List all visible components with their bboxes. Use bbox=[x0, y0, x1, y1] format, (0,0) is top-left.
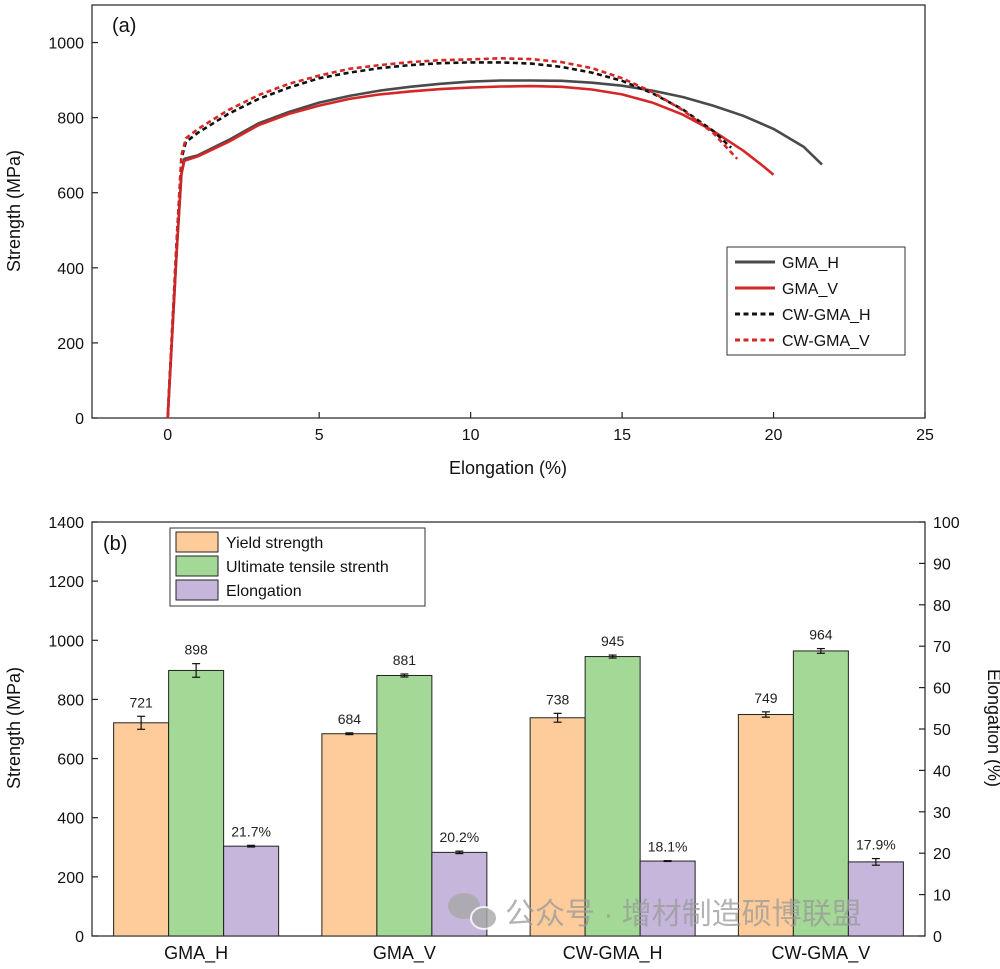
bar-elongation bbox=[223, 845, 280, 937]
category-label: GMA_H bbox=[164, 943, 228, 964]
panel-label-b: (b) bbox=[103, 533, 127, 555]
legend-label-b: Ultimate tensile strenth bbox=[226, 559, 389, 576]
legend-label-b: Yield strength bbox=[226, 535, 323, 552]
plot-area-a bbox=[91, 4, 926, 419]
data-label: 20.2% bbox=[440, 829, 480, 845]
y2-tick-label-b: 100 bbox=[933, 515, 960, 532]
category-label: CW-GMA_V bbox=[772, 943, 871, 964]
x-tick-label-a: 5 bbox=[315, 427, 324, 444]
y-tick-label-a: 600 bbox=[57, 186, 84, 203]
y-tick-label-a: 800 bbox=[57, 111, 84, 128]
y-tick-label-a: 0 bbox=[75, 411, 84, 428]
series-line-gma_v bbox=[166, 84, 775, 419]
y2-tick-label-b: 0 bbox=[933, 929, 942, 946]
data-label: 749 bbox=[754, 690, 778, 706]
y-tick-label-a: 200 bbox=[57, 336, 84, 353]
bar-ultimate-tensile-strenth bbox=[168, 669, 225, 937]
bar-elongation bbox=[847, 861, 904, 937]
data-label: 881 bbox=[393, 652, 417, 668]
data-label: 684 bbox=[338, 711, 362, 727]
y-tick-label-b: 200 bbox=[57, 870, 84, 887]
series-line-cw-gma_v bbox=[166, 57, 739, 419]
panel-label-a: (a) bbox=[112, 15, 136, 37]
bar-yield-strength bbox=[737, 714, 794, 937]
data-label: 898 bbox=[184, 642, 208, 658]
x-tick-label-a: 0 bbox=[163, 427, 172, 444]
x-tick-label-a: 25 bbox=[916, 427, 934, 444]
y-tick-label-b: 1000 bbox=[48, 633, 84, 650]
y-tick-label-b: 600 bbox=[57, 752, 84, 769]
legend-label-a: GMA_H bbox=[782, 255, 839, 272]
y-tick-label-b: 400 bbox=[57, 811, 84, 828]
y2-tick-label-b: 30 bbox=[933, 805, 951, 822]
x-tick-label-a: 10 bbox=[462, 427, 480, 444]
legend-label-a: GMA_V bbox=[782, 281, 838, 298]
legend-box-a bbox=[726, 246, 906, 356]
y2-tick-label-b: 50 bbox=[933, 722, 951, 739]
bar-yield-strength bbox=[113, 722, 170, 937]
watermark-text: 公众号 · 增材制造硕博联盟 bbox=[505, 898, 862, 931]
x-tick-label-a: 15 bbox=[613, 427, 631, 444]
legend-b: Yield strength Ultimate tensile strenth El… bbox=[169, 527, 426, 607]
legend-swatch-b bbox=[175, 579, 219, 601]
data-label: 964 bbox=[809, 627, 833, 643]
y2-tick-label-b: 90 bbox=[933, 556, 951, 573]
legend-label-a: CW-GMA_H bbox=[782, 307, 871, 324]
y2-tick-label-b: 20 bbox=[933, 846, 951, 863]
y2-tick-label-b: 60 bbox=[933, 681, 951, 698]
legend-swatch-b bbox=[175, 555, 219, 577]
y-axis-title-b: Strength (MPa) bbox=[4, 667, 24, 789]
y-tick-label-b: 1400 bbox=[48, 515, 84, 532]
bar-yield-strength bbox=[529, 717, 586, 937]
mechanical-properties-chart: (b) 0 200 400 600 800 1000 1200 1400 0 10 20 30 40 50… bbox=[4, 515, 1000, 964]
category-label: CW-GMA_H bbox=[563, 943, 663, 964]
y-tick-label-b: 1200 bbox=[48, 574, 84, 591]
bar-elongation bbox=[639, 860, 696, 937]
y2-axis-title-b: Elongation (%) bbox=[984, 669, 1000, 787]
series-line-cw-gma_h bbox=[166, 61, 732, 419]
y2-tick-label-b: 40 bbox=[933, 763, 951, 780]
x-axis-title-a: Elongation (%) bbox=[449, 458, 567, 478]
series-line-gma_h bbox=[166, 79, 823, 419]
data-label: 17.9% bbox=[856, 837, 896, 853]
y-axis-title-a: Strength (MPa) bbox=[4, 150, 24, 272]
bar-ultimate-tensile-strenth bbox=[584, 656, 641, 937]
bar-ultimate-tensile-strenth bbox=[792, 650, 849, 937]
data-label: 721 bbox=[129, 694, 153, 710]
data-label: 945 bbox=[601, 633, 625, 649]
y2-tick-label-b: 80 bbox=[933, 598, 951, 615]
legend-label-a: CW-GMA_V bbox=[782, 333, 870, 350]
bar-yield-strength bbox=[321, 733, 378, 937]
bar-ultimate-tensile-strenth bbox=[376, 674, 433, 937]
legend-swatch-b bbox=[175, 531, 219, 553]
y-tick-label-b: 0 bbox=[75, 929, 84, 946]
y-tick-label-a: 1000 bbox=[48, 36, 84, 53]
data-label: 18.1% bbox=[648, 839, 688, 855]
category-label: GMA_V bbox=[373, 943, 436, 964]
y2-tick-label-b: 70 bbox=[933, 639, 951, 656]
data-label: 21.7% bbox=[231, 823, 271, 839]
x-tick-label-a: 20 bbox=[765, 427, 783, 444]
watermark: 公众号 · 增材制造硕博联盟 bbox=[448, 893, 862, 931]
y2-tick-label-b: 10 bbox=[933, 888, 951, 905]
y-tick-label-a: 400 bbox=[57, 261, 84, 278]
tensile-curve-chart: (a) 0 5 10 15 20 25 0 200 400 600 800 1000 Elongati… bbox=[4, 4, 934, 478]
legend-a: GMA_H GMA_V CW-GMA_H CW-GMA_V bbox=[726, 246, 906, 356]
legend-label-b: Elongation bbox=[226, 583, 302, 600]
data-label: 738 bbox=[546, 691, 570, 707]
wechat-icon bbox=[448, 893, 498, 930]
y-tick-label-b: 800 bbox=[57, 692, 84, 709]
